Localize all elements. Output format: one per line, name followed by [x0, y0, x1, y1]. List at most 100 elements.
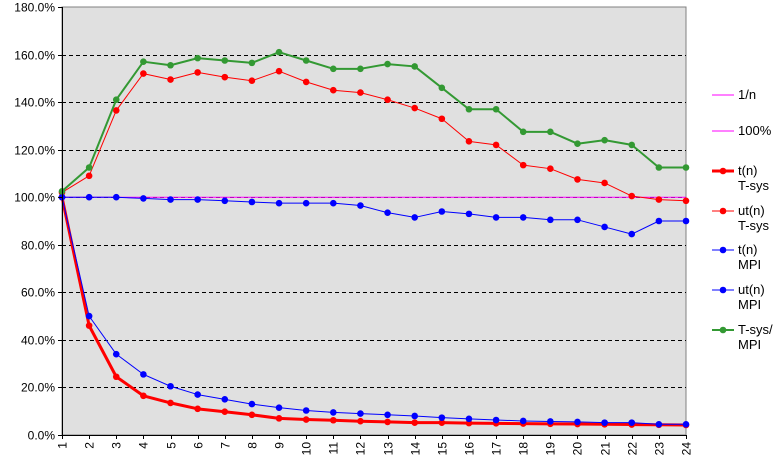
data-point — [357, 65, 364, 73]
y-tick-label: 100.0% — [14, 191, 55, 205]
legend-label: t(n) — [738, 242, 758, 257]
data-point — [492, 416, 500, 424]
data-point — [194, 54, 201, 62]
data-point — [167, 399, 174, 407]
x-tick-label: 1 — [56, 442, 70, 449]
x-tick-label: 2 — [83, 442, 97, 449]
data-point — [655, 164, 663, 171]
legend-marker — [719, 167, 727, 175]
data-point — [140, 195, 147, 202]
data-point — [628, 141, 636, 149]
data-point — [275, 404, 283, 411]
data-point — [384, 96, 391, 104]
data-point — [275, 415, 283, 422]
legend-item-0: 1/n — [712, 87, 756, 102]
data-point — [519, 128, 527, 136]
legend-label: ut(n) — [738, 282, 765, 297]
data-point — [682, 197, 690, 205]
data-point — [438, 84, 446, 92]
data-point — [357, 202, 364, 209]
data-point — [411, 419, 419, 426]
data-point — [85, 193, 93, 201]
data-point — [492, 141, 500, 149]
data-point — [112, 350, 120, 358]
data-point — [547, 165, 554, 172]
x-tick-label: 15 — [436, 442, 450, 456]
x-tick-label: 11 — [327, 442, 341, 455]
series-line — [61, 197, 686, 425]
data-point — [112, 107, 120, 114]
series-3 — [58, 67, 690, 205]
data-point — [438, 208, 446, 215]
data-point — [601, 419, 608, 426]
data-point — [167, 382, 174, 390]
x-tick-label: 10 — [300, 442, 314, 456]
legend-item-4: t(n)MPI — [712, 242, 761, 272]
x-tick-label: 4 — [137, 442, 151, 449]
data-point — [574, 418, 581, 426]
legend-label: T-sys — [738, 218, 770, 233]
data-point — [167, 76, 174, 83]
y-tick-label: 120.0% — [14, 144, 55, 158]
x-tick-label: 22 — [626, 442, 640, 456]
legend-item-3: ut(n)T-sys — [712, 203, 770, 233]
series-layer — [58, 48, 690, 429]
data-point — [547, 418, 554, 425]
data-point — [438, 115, 446, 123]
data-point — [194, 196, 201, 203]
data-point — [221, 57, 229, 64]
x-tick-label: 17 — [490, 442, 504, 456]
data-point — [275, 48, 283, 56]
data-point — [140, 392, 147, 400]
x-tick-label: 16 — [463, 442, 477, 456]
data-point — [275, 67, 283, 75]
x-tick-label: 12 — [354, 442, 368, 456]
x-tick-label: 23 — [653, 442, 667, 456]
x-tick-label: 13 — [382, 442, 396, 456]
data-point — [112, 193, 120, 201]
x-tick-label: 7 — [219, 442, 233, 449]
data-point — [330, 65, 337, 73]
x-tick-label: 8 — [246, 442, 260, 449]
data-point — [601, 179, 608, 187]
data-point — [655, 421, 663, 428]
data-point — [628, 419, 636, 426]
data-point — [628, 192, 636, 200]
data-point — [384, 418, 391, 426]
data-point — [194, 69, 201, 76]
legend-item-1: 100% — [712, 123, 772, 138]
data-point — [519, 214, 527, 221]
plot-area — [61, 6, 687, 436]
data-point — [384, 209, 391, 216]
legend-label: 1/n — [738, 87, 756, 102]
data-point — [85, 312, 93, 320]
data-point — [465, 415, 473, 423]
grid-layer — [61, 6, 687, 436]
data-point — [140, 58, 147, 65]
legend-marker — [719, 246, 727, 254]
data-point — [85, 164, 93, 171]
legend-label: T-sys — [738, 178, 770, 193]
y-tick-label: 0.0% — [28, 429, 56, 443]
data-point — [438, 419, 446, 426]
data-point — [112, 96, 120, 104]
data-point — [682, 421, 690, 428]
data-point — [302, 57, 310, 64]
data-point — [221, 73, 229, 81]
data-point — [330, 86, 337, 94]
data-point — [628, 230, 636, 238]
x-tick-label: 3 — [110, 442, 124, 449]
x-tick-label: 9 — [273, 442, 287, 449]
data-point — [167, 61, 174, 69]
data-point — [682, 164, 690, 171]
legend: 1/n100%t(n)T-sysut(n)T-syst(n)MPIut(n)MP… — [712, 87, 773, 352]
y-tick-label: 80.0% — [21, 239, 55, 253]
data-point — [302, 78, 310, 86]
legend-label: 100% — [738, 123, 772, 138]
y-tick-label: 20.0% — [21, 381, 55, 395]
data-point — [85, 172, 93, 180]
data-point — [248, 59, 256, 67]
data-point — [411, 412, 419, 420]
data-point — [601, 223, 608, 231]
